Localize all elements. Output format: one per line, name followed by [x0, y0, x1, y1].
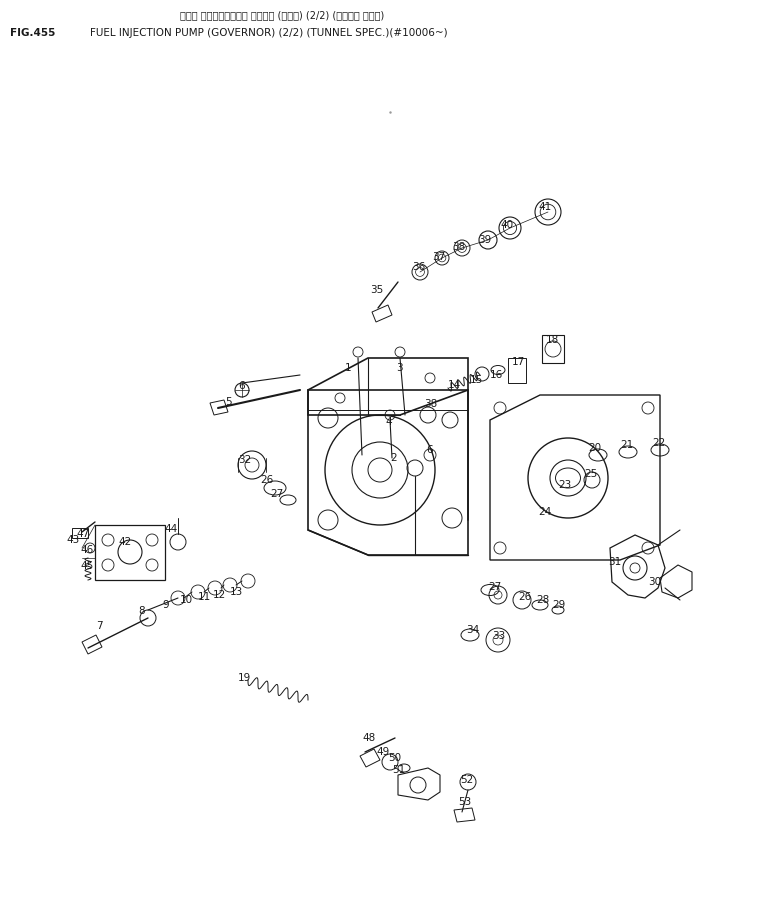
Text: 27: 27: [270, 489, 283, 499]
Text: フェル インジェクション ポンプ゜ (ガバナ) (2/2) (トンネル ショウ): フェル インジェクション ポンプ゜ (ガバナ) (2/2) (トンネル ショウ): [180, 10, 384, 20]
Text: 42: 42: [118, 537, 131, 547]
Text: 35: 35: [370, 285, 383, 295]
Text: 48: 48: [362, 733, 376, 743]
Text: 33: 33: [492, 631, 505, 641]
Text: 53: 53: [458, 797, 471, 807]
Text: 51: 51: [392, 765, 405, 775]
Text: 37: 37: [432, 252, 445, 262]
Text: 28: 28: [536, 595, 550, 605]
Text: 45: 45: [80, 561, 93, 571]
Text: 14: 14: [448, 380, 461, 390]
Text: 32: 32: [238, 455, 251, 465]
Text: 9: 9: [162, 600, 169, 610]
Text: 31: 31: [608, 557, 621, 567]
Text: 13: 13: [230, 587, 243, 597]
Text: FUEL INJECTION PUMP (GOVERNOR) (2/2) (TUNNEL SPEC.)(#10006~): FUEL INJECTION PUMP (GOVERNOR) (2/2) (TU…: [90, 28, 448, 38]
Text: 26: 26: [260, 475, 274, 485]
Text: 30: 30: [648, 577, 661, 587]
Text: 26: 26: [518, 592, 532, 602]
Text: 38: 38: [452, 242, 465, 252]
Text: 5: 5: [225, 397, 231, 407]
Text: 17: 17: [512, 357, 525, 367]
Text: 39: 39: [478, 235, 492, 245]
Text: 52: 52: [460, 775, 474, 785]
Text: 4: 4: [385, 417, 392, 427]
Text: 6: 6: [238, 381, 245, 391]
Text: 18: 18: [546, 335, 559, 345]
Text: 34: 34: [466, 625, 479, 635]
Text: 6: 6: [426, 445, 433, 455]
Text: 2: 2: [390, 453, 397, 463]
Text: 16: 16: [490, 370, 503, 380]
Text: 40: 40: [500, 220, 513, 230]
Text: 36: 36: [412, 262, 425, 272]
Text: 1: 1: [345, 363, 352, 373]
Text: 7: 7: [96, 621, 103, 631]
Text: 43: 43: [66, 535, 79, 545]
Text: 46: 46: [80, 545, 93, 555]
Text: 24: 24: [538, 507, 551, 517]
Text: 44: 44: [164, 524, 177, 534]
Text: 41: 41: [538, 202, 551, 212]
Text: FIG.455: FIG.455: [10, 28, 56, 38]
Text: 8: 8: [138, 606, 144, 616]
Text: 21: 21: [620, 440, 633, 450]
Text: 22: 22: [652, 438, 666, 448]
Text: 29: 29: [552, 600, 565, 610]
Text: 11: 11: [198, 592, 211, 602]
Text: 27: 27: [488, 582, 501, 592]
Text: 12: 12: [213, 590, 227, 600]
Text: 49: 49: [376, 747, 389, 757]
Text: 3: 3: [396, 363, 403, 373]
Text: 25: 25: [584, 469, 597, 479]
Text: 47: 47: [76, 529, 89, 539]
Text: 20: 20: [588, 443, 601, 453]
Bar: [508, 358, 526, 383]
Text: 19: 19: [238, 673, 251, 683]
Text: 23: 23: [558, 480, 572, 490]
Bar: [542, 335, 564, 363]
Text: 15: 15: [470, 375, 483, 385]
Text: 38: 38: [424, 399, 437, 409]
Text: 10: 10: [180, 595, 193, 605]
Text: 50: 50: [388, 753, 401, 763]
